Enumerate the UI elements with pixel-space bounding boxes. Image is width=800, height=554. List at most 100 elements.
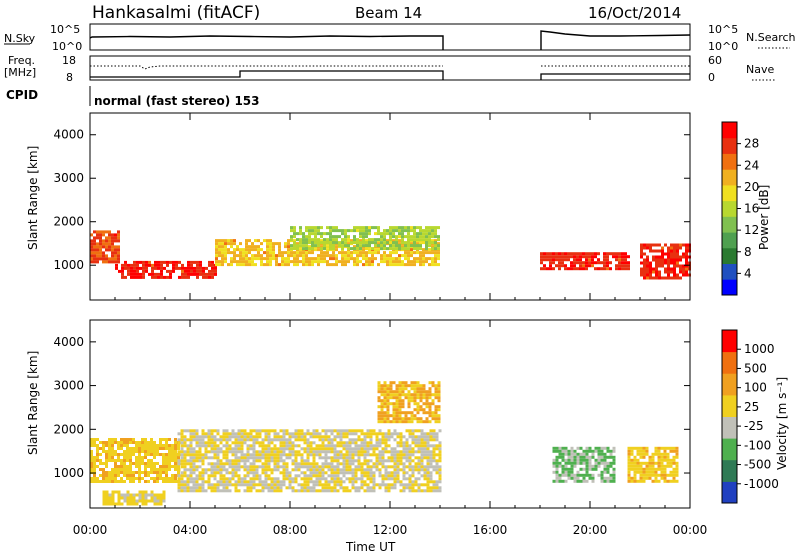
heatmap-cell [147,471,150,474]
heatmap-cell [234,489,238,493]
heatmap-cell [434,417,438,421]
heatmap-cell [102,502,106,506]
heatmap-cell [201,459,205,463]
heatmap-cell [150,459,153,462]
heatmap-cell [201,474,205,478]
heatmap-cell [221,248,224,252]
heatmap-cell [645,449,649,453]
heatmap-cell [144,499,148,503]
heatmap-cell [141,496,145,500]
heatmap-cell [165,459,168,462]
heatmap-cell [369,474,373,478]
heatmap-cell [360,450,364,454]
heatmap-cell [374,232,377,236]
heatmap-cell [321,441,325,445]
heatmap-cell [133,266,136,270]
heatmap-cell [306,468,310,472]
heatmap-cell [321,444,325,448]
heatmap-cell [353,226,356,230]
heatmap-cell [399,432,403,436]
heatmap-cell [426,450,430,454]
heatmap-cell [652,258,655,262]
heatmap-cell [175,263,178,267]
heatmap-cell [348,450,352,454]
heatmap-cell [189,435,193,439]
heatmap-cell [368,257,371,261]
heatmap-cell [405,444,409,448]
heatmap-cell [300,471,304,475]
heatmap-cell [588,455,592,459]
heatmap-cell [393,450,397,454]
heatmap-cell [646,243,649,247]
heatmap-cell [159,471,162,474]
heatmap-cell [431,239,434,243]
heatmap-cell [585,458,589,462]
heatmap-cell [597,252,600,256]
heatmap-cell [136,263,139,267]
heatmap-cell [138,490,142,494]
heatmap-cell [294,489,298,493]
heatmap-cell [558,476,562,480]
heatmap-cell [218,248,221,252]
heatmap-cell [431,251,434,255]
heatmap-cell [435,471,439,475]
heatmap-cell [673,276,676,280]
heatmap-cell [357,456,361,460]
heatmap-cell [267,489,271,493]
heatmap-cell [380,232,383,236]
heatmap-cell [386,405,390,409]
heatmap-cell [300,483,304,487]
heatmap-cell [174,465,177,468]
heatmap-cell [426,483,430,487]
heatmap-cell [363,432,367,436]
heatmap-cell [386,396,390,400]
heatmap-cell [330,480,334,484]
heatmap-cell [237,468,241,472]
heatmap-cell [315,435,319,439]
heatmap-cell [414,480,418,484]
heatmap-cell [648,470,652,474]
heatmap-cell [269,248,272,252]
heatmap-cell [171,456,174,459]
heatmap-cell [579,452,583,456]
heatmap-cell [219,435,223,439]
heatmap-cell [213,435,217,439]
heatmap-cell [356,229,359,233]
heatmap-cell [99,474,102,477]
heatmap-cell [393,483,397,487]
heatmap-cell [312,447,316,451]
heatmap-cell [667,252,670,256]
heatmap-cell [407,244,410,248]
nave-trace [90,70,444,80]
heatmap-cell [111,468,114,471]
heatmap-cell [303,480,307,484]
heatmap-cell [129,438,132,441]
heatmap-cell [257,245,260,249]
heatmap-cell [555,255,558,259]
heatmap-cell [401,420,405,424]
heatmap-cell [633,476,637,480]
heatmap-cell [308,235,311,239]
heatmap-cell [222,477,226,481]
heatmap-cell [132,502,136,506]
freq-panel: Freq. [MHz] 18 8 60 0 Nave [4,54,776,84]
heatmap-cell [366,432,370,436]
heatmap-cell [333,465,337,469]
heatmap-cell [564,252,567,256]
heatmap-cell [646,258,649,262]
heatmap-cell [431,257,434,261]
heatmap-cell [405,456,409,460]
heatmap-cell [278,263,281,267]
heatmap-cell [219,447,223,451]
heatmap-cell [401,247,404,251]
heatmap-cell [219,480,223,484]
heatmap-cell [643,258,646,262]
heatmap-cell [111,441,114,444]
heatmap-cell [380,254,383,258]
heatmap-cell [627,470,631,474]
heatmap-cell [216,432,220,436]
heatmap-cell [201,453,205,457]
heatmap-cell [165,474,168,477]
heatmap-cell [237,432,241,436]
heatmap-cell [210,465,214,469]
